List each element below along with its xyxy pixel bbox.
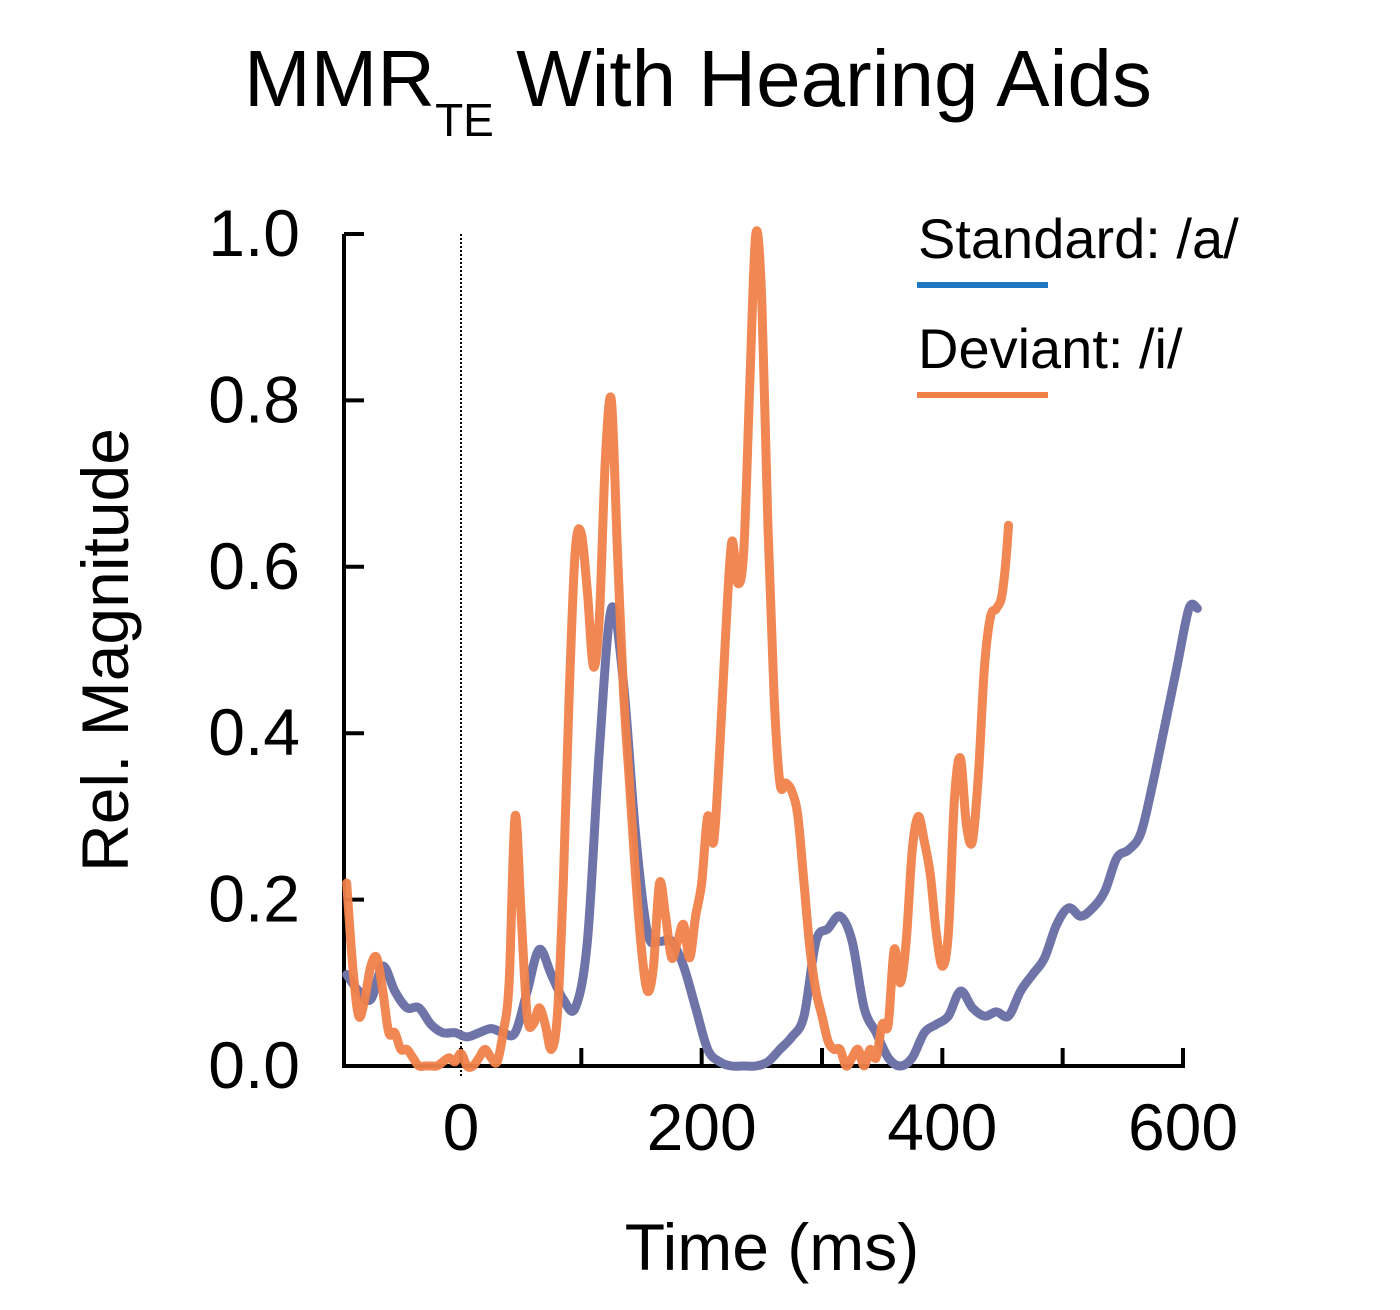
x-tick-label: 200 [647, 1090, 757, 1164]
series-line-standard [342, 599, 1202, 1071]
y-tick-label: 0.6 [208, 529, 300, 603]
legend: Standard: /a/Deviant: /i/ [917, 207, 1239, 398]
x-tick-label: 600 [1128, 1090, 1238, 1164]
x-axis-label: Time (ms) [625, 1210, 920, 1284]
axes: 0.0 0.2 0.4 0.6 0.8 1.0 0 200 400 600 [208, 196, 1238, 1164]
x-tick-label: 400 [887, 1090, 997, 1164]
legend-label-standard: Standard: /a/ [918, 207, 1239, 270]
y-axis-label: Rel. Magnitude [68, 428, 142, 872]
chart-title: MMRTE With Hearing Aids [244, 34, 1152, 146]
svg-text:MMRTE With Hearing Aids: MMRTE With Hearing Aids [244, 34, 1152, 146]
y-tick-label: 0.4 [208, 695, 300, 769]
y-tick-label: 0.0 [208, 1028, 300, 1102]
y-tick-label: 0.8 [208, 362, 300, 436]
x-tick-label: 0 [443, 1090, 480, 1164]
series-line-deviant [342, 226, 1013, 1072]
y-tick-label: 0.2 [208, 862, 300, 936]
y-tick-label: 1.0 [208, 196, 300, 270]
title-subscript: TE [435, 94, 494, 146]
legend-label-deviant: Deviant: /i/ [918, 317, 1183, 380]
plot-lines [342, 226, 1202, 1072]
title-rest: With Hearing Aids [494, 34, 1152, 123]
title-main: MMR [244, 34, 435, 123]
